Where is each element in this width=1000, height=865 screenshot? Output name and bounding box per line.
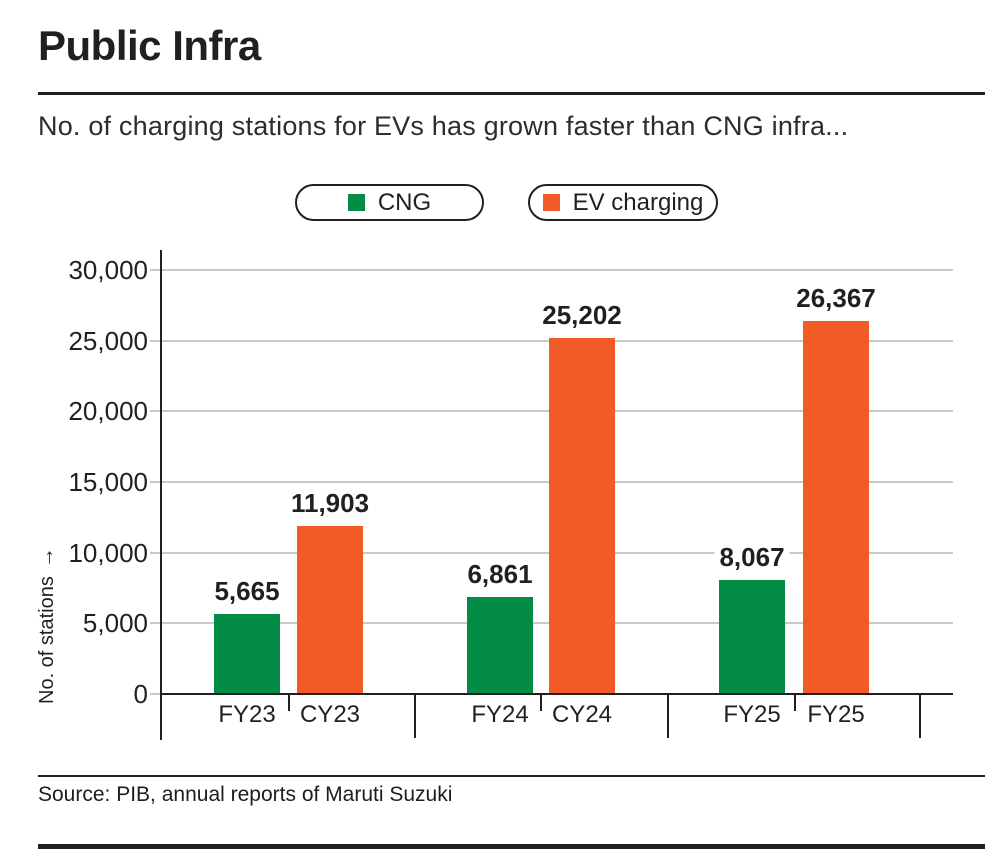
x-tick-label: FY25 (723, 701, 781, 728)
y-tick-label: 5,000 (82, 608, 148, 639)
x-tick-label: CY24 (551, 701, 613, 728)
legend-label: CNG (377, 188, 432, 216)
pair-tick (540, 695, 542, 711)
bar-value-label: 6,861 (462, 559, 538, 590)
y-tick-label: 25,000 (68, 325, 148, 356)
legend-item-cng: CNG (295, 184, 484, 221)
source-credit: Source: PIB, annual reports of Maruti Su… (38, 783, 453, 806)
source-divider (38, 775, 985, 777)
bar-cng-fy23 (214, 613, 280, 694)
y-axis-line (160, 250, 162, 740)
bar-ev-cy24 (549, 337, 615, 694)
ev-color-swatch-icon (542, 194, 560, 211)
x-tick-label: FY25 (807, 701, 865, 728)
y-tick-label: 20,000 (68, 396, 148, 427)
group-divider (919, 695, 921, 738)
y-tick-label: 30,000 (68, 255, 148, 285)
y-tick-label: 15,000 (68, 467, 148, 497)
gridline-30000 (150, 269, 953, 271)
y-tick-label: 0 (133, 679, 148, 709)
bar-cng-fy25 (719, 579, 785, 694)
group-divider (667, 695, 669, 738)
x-axis-line (160, 693, 953, 695)
bar-cng-fy24 (467, 597, 533, 694)
bar-ev-fy25 (803, 321, 869, 694)
pair-tick (288, 695, 290, 711)
bar-value-label: 26,367 (791, 283, 881, 314)
legend-item-ev-charging: EV charging (528, 184, 718, 221)
page-title: Public Infra (38, 22, 261, 69)
chart-subtitle: No. of charging stations for EVs has gro… (38, 111, 849, 141)
bar-value-label: 8,067 (714, 541, 790, 572)
bottom-border (38, 844, 985, 849)
pair-tick (794, 695, 796, 711)
bar-value-label: 5,665 (209, 575, 285, 606)
legend-label: EV charging (572, 188, 704, 216)
x-tick-label: FY24 (471, 701, 529, 728)
bar-ev-cy23 (297, 525, 363, 694)
cng-color-swatch-icon (347, 194, 365, 211)
group-divider (414, 695, 416, 738)
bar-value-label: 11,903 (285, 487, 375, 518)
x-tick-label: CY23 (299, 701, 361, 728)
title-divider (38, 92, 985, 95)
x-tick-label: FY23 (218, 701, 276, 728)
y-tick-label: 10,000 (68, 537, 148, 568)
bar-value-label: 25,202 (537, 299, 627, 330)
